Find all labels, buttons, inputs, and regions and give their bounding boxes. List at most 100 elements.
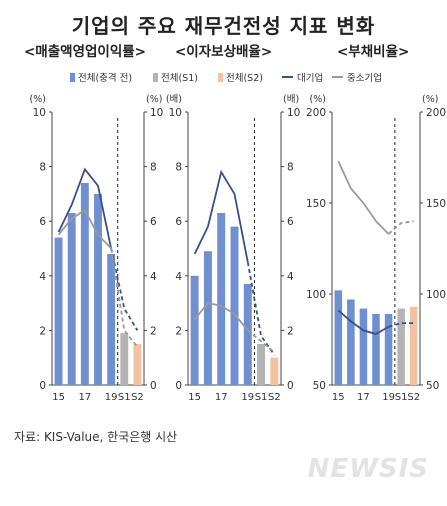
bar-pre-19: [107, 253, 116, 385]
tick-label-right: 0: [150, 380, 157, 392]
tick-label-right: 2: [150, 325, 157, 337]
tick-label-left: 6: [39, 216, 46, 228]
tick-label-left: 2: [39, 325, 46, 337]
unit-label-right-0: (%): [146, 94, 162, 105]
bar-s2: [133, 344, 142, 385]
tick-label-left: 200: [306, 107, 326, 119]
tick-label-right: 0: [287, 380, 294, 392]
unit-label-right-2: (%): [422, 94, 438, 105]
tick-label-right: 4: [150, 271, 157, 283]
x-tick-label: 17: [78, 392, 91, 403]
legend-swatch-1: [153, 73, 158, 82]
x-tick-label: S1: [118, 392, 131, 403]
tick-label-right: 10: [150, 107, 163, 119]
tick-label-right: 200: [426, 107, 446, 119]
bar-pre-15: [190, 275, 199, 385]
series-line-dashed-large: [388, 322, 414, 328]
source-note: 자료: KIS-Value, 한국은행 시산: [14, 430, 178, 444]
unit-label-right-1: (배): [283, 94, 299, 105]
bar-pre-16: [347, 299, 355, 385]
tick-label-left: 2: [175, 325, 182, 337]
tick-label-right: 150: [426, 198, 446, 210]
tick-label-left: 10: [169, 107, 182, 119]
legend-swatch-2: [218, 73, 223, 82]
bar-pre-19: [384, 314, 393, 385]
unit-label-left-1: (배): [166, 94, 182, 105]
x-tick-label: S1: [395, 392, 408, 403]
tick-label-left: 10: [33, 107, 46, 119]
legend-label-2: 전체(S2): [226, 73, 263, 84]
x-tick-label: S2: [268, 392, 281, 403]
bar-pre-19: [243, 283, 252, 385]
tick-label-left: 8: [39, 162, 46, 174]
tick-label-right: 6: [150, 216, 157, 228]
panel-title-operating-margin: <매출액영업이익률>: [24, 44, 146, 60]
bar-pre-18: [372, 314, 380, 385]
tick-label-right: 10: [287, 107, 300, 119]
x-tick-label: 15: [52, 392, 65, 403]
bar-pre-16: [67, 213, 76, 385]
bar-s1: [397, 308, 405, 385]
x-tick-label: 19: [382, 392, 395, 403]
bar-pre-17: [359, 308, 368, 385]
watermark-logo: NEWSIS: [307, 454, 429, 484]
legend-swatch-0: [70, 73, 75, 82]
x-tick-label: 15: [332, 392, 345, 403]
unit-label-left-0: (%): [30, 94, 46, 105]
series-line-dashed-large: [246, 261, 276, 356]
tick-label-right: 8: [287, 162, 294, 174]
bar-s1: [120, 333, 129, 385]
series-line-large: [337, 309, 390, 336]
x-tick-label: S1: [255, 392, 268, 403]
bar-pre-16: [203, 251, 212, 385]
bar-s2: [270, 357, 279, 385]
bar-pre-18: [230, 226, 239, 385]
x-tick-label: S2: [131, 392, 144, 403]
bar-s1: [257, 344, 266, 385]
panel-title-interest-coverage: <이자보상배율>: [175, 44, 273, 60]
series-line-dashed-sme: [247, 329, 275, 353]
series-line-sme: [337, 160, 390, 235]
series-line-sme: [57, 209, 112, 250]
series-line-sme: [193, 302, 249, 331]
legend-label-1: 전체(S1): [161, 73, 198, 84]
x-tick-label: S2: [407, 392, 420, 403]
chart-title: 기업의 주요 재무건전성 지표 변화: [71, 14, 376, 38]
tick-label-right: 50: [426, 380, 439, 392]
tick-label-left: 8: [175, 162, 182, 174]
bar-s2: [409, 306, 418, 385]
series-line-dashed-large: [110, 248, 139, 331]
tick-label-left: 0: [39, 380, 46, 392]
bar-pre-17: [217, 213, 226, 385]
tick-label-right: 6: [287, 216, 294, 228]
series-line-large: [193, 169, 249, 263]
tick-label-left: 4: [39, 271, 46, 283]
legend-label-4: 중소기업: [347, 72, 382, 84]
series-line-dashed-sme: [387, 220, 414, 235]
panel-title-debt-ratio: <부채비율>: [337, 44, 410, 60]
legend-label-0: 전체(충격 전): [78, 72, 132, 84]
x-tick-label: 19: [105, 392, 118, 403]
unit-label-left-2: (%): [310, 94, 326, 105]
bar-pre-15: [54, 237, 63, 385]
bar-pre-17: [80, 182, 89, 385]
x-tick-label: 19: [241, 392, 254, 403]
x-tick-label: 15: [188, 392, 201, 403]
tick-label-right: 2: [287, 325, 294, 337]
bar-pre-18: [94, 193, 102, 385]
x-tick-label: 17: [357, 392, 370, 403]
bar-pre-15: [334, 290, 343, 385]
legend-label-3: 대기업: [297, 72, 323, 84]
x-tick-label: 17: [215, 392, 228, 403]
tick-label-left: 50: [313, 380, 326, 392]
tick-label-left: 4: [175, 271, 182, 283]
tick-label-left: 100: [306, 289, 326, 301]
tick-label-left: 0: [175, 380, 182, 392]
tick-label-right: 4: [287, 271, 294, 283]
tick-label-left: 6: [175, 216, 182, 228]
tick-label-right: 8: [150, 162, 157, 174]
tick-label-right: 100: [426, 289, 446, 301]
tick-label-left: 150: [306, 198, 326, 210]
series-line-large: [57, 167, 113, 249]
